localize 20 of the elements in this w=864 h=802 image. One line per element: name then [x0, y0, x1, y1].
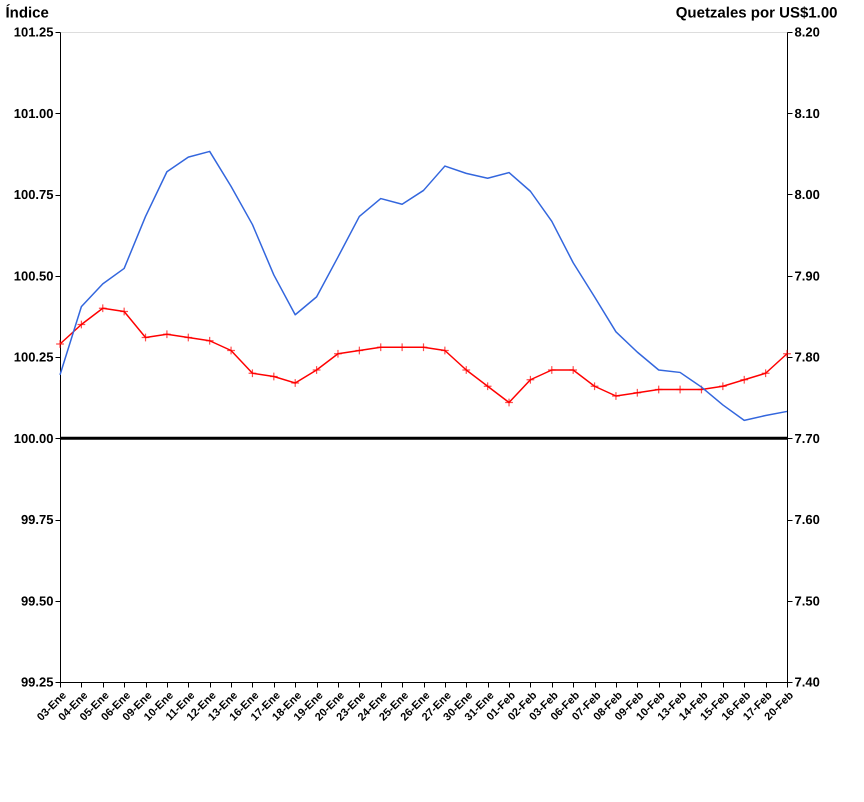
- y-tick-label: 101.00: [14, 106, 54, 121]
- y2-tick-label: 8.00: [794, 187, 820, 202]
- y-tick-label: 100.25: [14, 350, 54, 364]
- y2-tick-label: 7.80: [794, 350, 820, 364]
- y2-tick-label: 7.90: [794, 268, 820, 284]
- y-tick-label: 99.75: [20, 512, 54, 527]
- y-tick-label: 99.50: [20, 593, 54, 608]
- y-tick-label: 101.25: [14, 24, 54, 40]
- y2-tick-label: 7.60: [794, 512, 820, 527]
- y-tick-label: 99.25: [20, 674, 54, 690]
- y2-axis-title: Quetzales por US$1.00: [676, 4, 838, 22]
- y-tick-label: 100.00: [14, 430, 54, 446]
- y-axis-title: Índice: [6, 4, 49, 22]
- y-tick-label: 100.75: [14, 187, 54, 202]
- y2-tick-label: 7.50: [794, 593, 820, 608]
- y2-tick-label: 7.40: [794, 674, 820, 690]
- y2-tick-label: 7.70: [794, 430, 820, 446]
- y-tick-label: 100.50: [14, 268, 54, 284]
- y2-tick-label: 8.20: [794, 24, 820, 40]
- y2-tick-label: 8.10: [794, 106, 820, 121]
